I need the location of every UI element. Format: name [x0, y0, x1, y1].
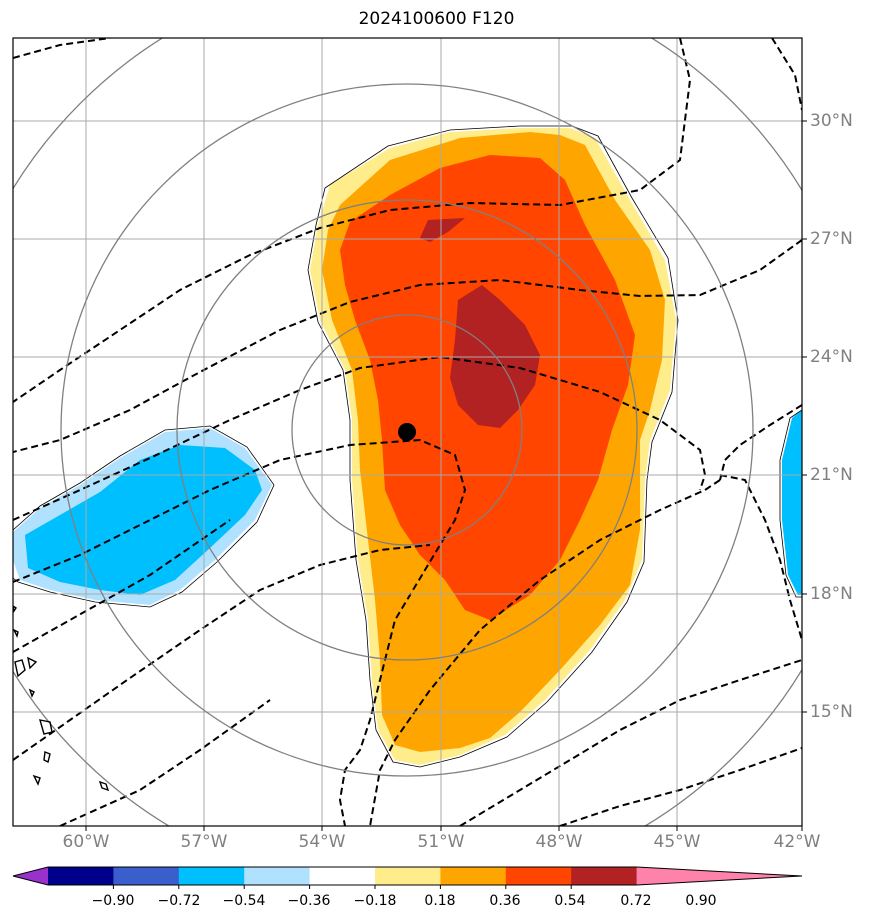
dashed-contours	[13, 38, 802, 826]
coastline	[13, 605, 110, 792]
colorbar-label: −0.36	[287, 893, 331, 909]
range-rings	[13, 38, 802, 826]
colorbar-segment	[505, 867, 572, 885]
lat-label-18n: 18°N	[810, 584, 853, 604]
lon-label-45w: 45°W	[653, 832, 701, 852]
colorbar-segment	[440, 867, 507, 885]
lat-label-27n: 27°N	[810, 229, 853, 249]
colorbar-label: −0.90	[91, 893, 135, 909]
colorbar-segment	[375, 867, 441, 885]
colorbar-label: 0.36	[489, 893, 521, 909]
colorbar-extend-low	[13, 867, 48, 885]
lat-label-21n: 21°N	[810, 465, 853, 485]
colorbar-extend-high	[636, 867, 802, 885]
colorbar-label: 0.18	[424, 893, 456, 909]
colorbar-label: 0.54	[554, 893, 586, 909]
negative-anomaly-east	[782, 410, 802, 595]
positive-anomaly-outline	[307, 125, 679, 768]
storm-center-marker	[398, 423, 416, 441]
positive-anomaly-090-b	[420, 218, 465, 242]
colorbar-label: −0.54	[222, 893, 266, 909]
lon-label-60w: 60°W	[62, 832, 110, 852]
lat-label-15n: 15°N	[810, 702, 853, 722]
colorbar	[12, 866, 803, 889]
map-frame	[12, 37, 803, 827]
colorbar-label: −0.72	[157, 893, 201, 909]
negative-anomaly-outline	[13, 425, 275, 608]
lon-label-54w: 54°W	[298, 832, 346, 852]
colorbar-label: 0.90	[685, 893, 717, 909]
lat-label-24n: 24°N	[810, 347, 853, 367]
colorbar-segment	[309, 867, 376, 885]
colorbar-label: 0.72	[620, 893, 652, 909]
colorbar-segment	[571, 867, 638, 885]
negative-anomaly-core	[25, 445, 262, 595]
map-title: 2024100600 F120	[358, 9, 515, 29]
colorbar-segment	[113, 867, 180, 885]
lat-label-30n: 30°N	[810, 111, 853, 131]
lon-label-48w: 48°W	[535, 832, 583, 852]
lon-label-42w: 42°W	[773, 832, 821, 852]
lon-label-51w: 51°W	[417, 832, 465, 852]
lon-label-57w: 57°W	[180, 832, 228, 852]
colorbar-label: −0.18	[353, 893, 397, 909]
colorbar-outline	[12, 866, 803, 886]
colorbar-segment	[178, 867, 245, 885]
axis-ticks	[85, 120, 807, 831]
graticule	[13, 38, 802, 826]
colorbar-segment	[244, 867, 311, 885]
colorbar-segment	[48, 867, 114, 885]
